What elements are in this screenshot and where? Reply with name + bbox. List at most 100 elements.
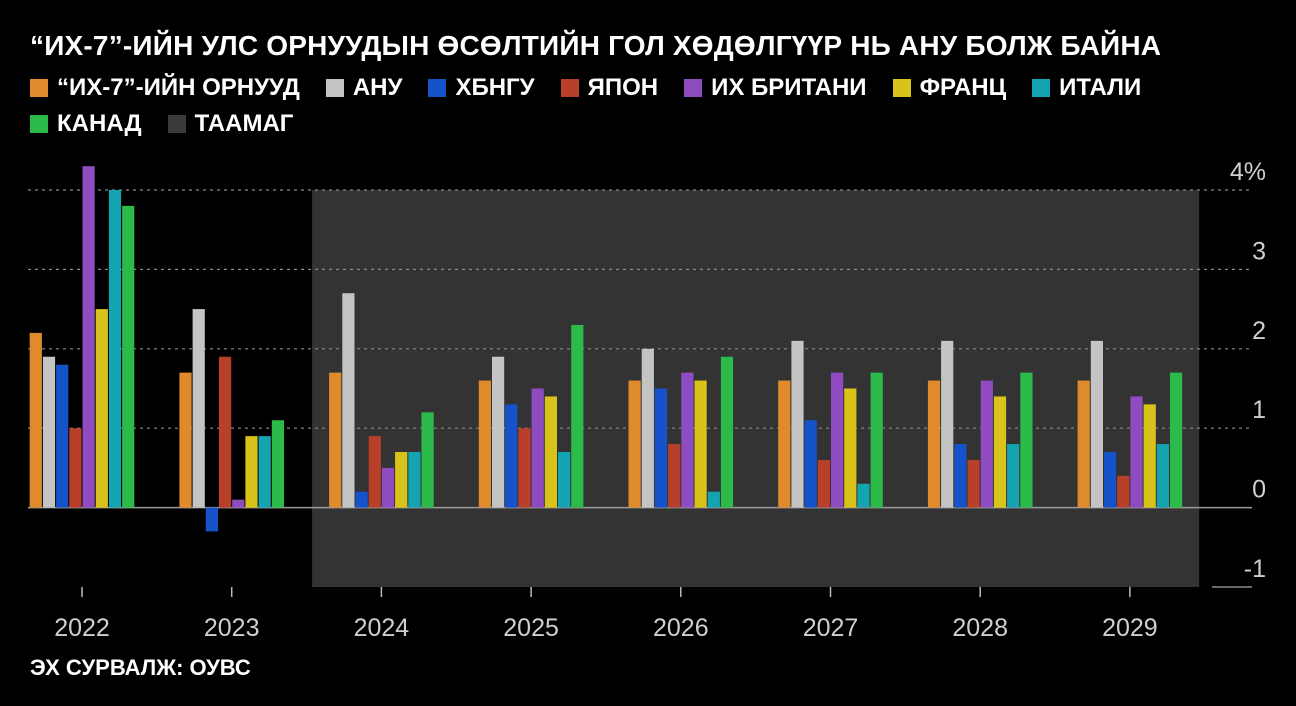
legend-swatch — [1032, 79, 1051, 97]
bar — [518, 428, 531, 508]
bar — [355, 491, 368, 508]
legend-swatch — [892, 79, 911, 97]
x-tick-label: 2022 — [54, 614, 110, 642]
source-note: ЭХ СУРВАЛЖ: ОУВС — [30, 655, 251, 680]
bar — [1020, 372, 1033, 508]
legend-label: ФРАНЦ — [919, 74, 1007, 101]
x-tick-label: 2024 — [354, 614, 410, 642]
y-tick-label: 4% — [1230, 158, 1266, 186]
legend-swatch — [30, 115, 48, 133]
bar — [1130, 396, 1143, 508]
bar — [408, 452, 421, 508]
bar — [421, 412, 434, 508]
bar — [205, 507, 218, 532]
bar — [29, 332, 42, 508]
bar — [993, 396, 1007, 508]
bar — [258, 436, 271, 508]
legend-label: АНУ — [352, 74, 403, 101]
legend-item: АНУ — [325, 74, 403, 102]
bar — [342, 293, 355, 508]
bar — [1156, 444, 1169, 508]
bar — [531, 388, 544, 508]
bar — [558, 452, 571, 508]
bar — [817, 459, 830, 508]
legend-label: “ИХ-7”-ИЙН ОРНУУД — [57, 74, 300, 101]
y-tick-label: 3 — [1252, 237, 1266, 265]
legend-swatch — [167, 115, 186, 133]
bar — [654, 388, 668, 508]
bar — [720, 356, 734, 508]
bar — [478, 380, 491, 508]
bar — [1117, 475, 1130, 508]
bar — [122, 205, 135, 508]
bar — [544, 396, 557, 508]
legend-label: ИХ БРИТАНИ — [711, 74, 867, 101]
bar — [82, 166, 95, 508]
bar — [232, 499, 245, 508]
x-tick-label: 2029 — [1102, 614, 1158, 642]
bar — [381, 467, 395, 508]
legend-item: ФРАНЦ — [892, 74, 1007, 102]
legend-swatch — [560, 79, 579, 97]
bar — [95, 309, 108, 508]
bar — [56, 364, 69, 508]
legend-swatch — [428, 79, 447, 97]
x-tick-label: 2023 — [204, 614, 260, 642]
bar — [967, 459, 980, 508]
forecast-shade — [312, 190, 1200, 587]
bar — [641, 348, 654, 508]
legend-item: ХБНГУ — [428, 74, 535, 102]
bar — [571, 324, 584, 508]
bar — [1077, 380, 1090, 508]
bar — [1170, 372, 1183, 508]
bar — [1090, 340, 1103, 508]
y-tick-label: -1 — [1244, 555, 1266, 583]
legend-item: “ИХ-7”-ИЙН ОРНУУД — [30, 74, 300, 102]
legend-swatch — [325, 79, 344, 97]
bar — [804, 420, 817, 508]
bar — [1143, 404, 1156, 508]
bar — [707, 491, 720, 508]
legend-item: ЯПОН — [560, 74, 658, 102]
bar — [870, 372, 883, 508]
bar — [778, 380, 791, 508]
bar — [505, 404, 518, 508]
bar — [831, 372, 844, 508]
bar — [1007, 444, 1020, 508]
x-tick-label: 2028 — [952, 614, 1008, 642]
legend-item: ТААМАГ — [167, 110, 294, 138]
bar — [69, 428, 82, 508]
legend-label: КАНАД — [57, 110, 142, 137]
chart-legend: “ИХ-7”-ИЙН ОРНУУД АНУ ХБНГУ ЯПОН ИХ БРИТАНИ Ф… — [30, 74, 1270, 138]
bar — [941, 340, 954, 508]
bar — [192, 309, 205, 508]
bar — [492, 356, 505, 508]
bar — [791, 340, 804, 508]
bar — [628, 380, 641, 508]
legend-label: ИТАЛИ — [1059, 74, 1142, 101]
bar — [219, 356, 232, 508]
bar — [179, 372, 192, 508]
bar — [395, 452, 408, 508]
y-tick-label: 1 — [1252, 396, 1266, 424]
y-tick-label: 0 — [1252, 476, 1266, 504]
x-tick-label: 2026 — [653, 614, 709, 642]
bar — [368, 436, 381, 508]
legend-label: ТААМАГ — [194, 110, 294, 137]
bar — [329, 372, 342, 508]
bar — [857, 483, 870, 508]
x-tick-label: 2027 — [803, 614, 859, 642]
chart-title: “ИХ-7”-ИЙН УЛС ОРНУУДЫН ӨСӨЛТИЙН ГОЛ ХӨД… — [30, 30, 1162, 61]
legend-item: ИХ БРИТАНИ — [684, 74, 867, 102]
bar — [668, 444, 681, 508]
legend-item: КАНАД — [30, 110, 142, 138]
bar — [980, 380, 993, 508]
bar — [42, 356, 56, 508]
bar — [694, 380, 707, 508]
bar — [245, 436, 258, 508]
y-tick-label: 2 — [1252, 317, 1266, 345]
bar — [954, 444, 967, 508]
legend-item: ИТАЛИ — [1032, 74, 1141, 102]
bar — [271, 420, 284, 508]
